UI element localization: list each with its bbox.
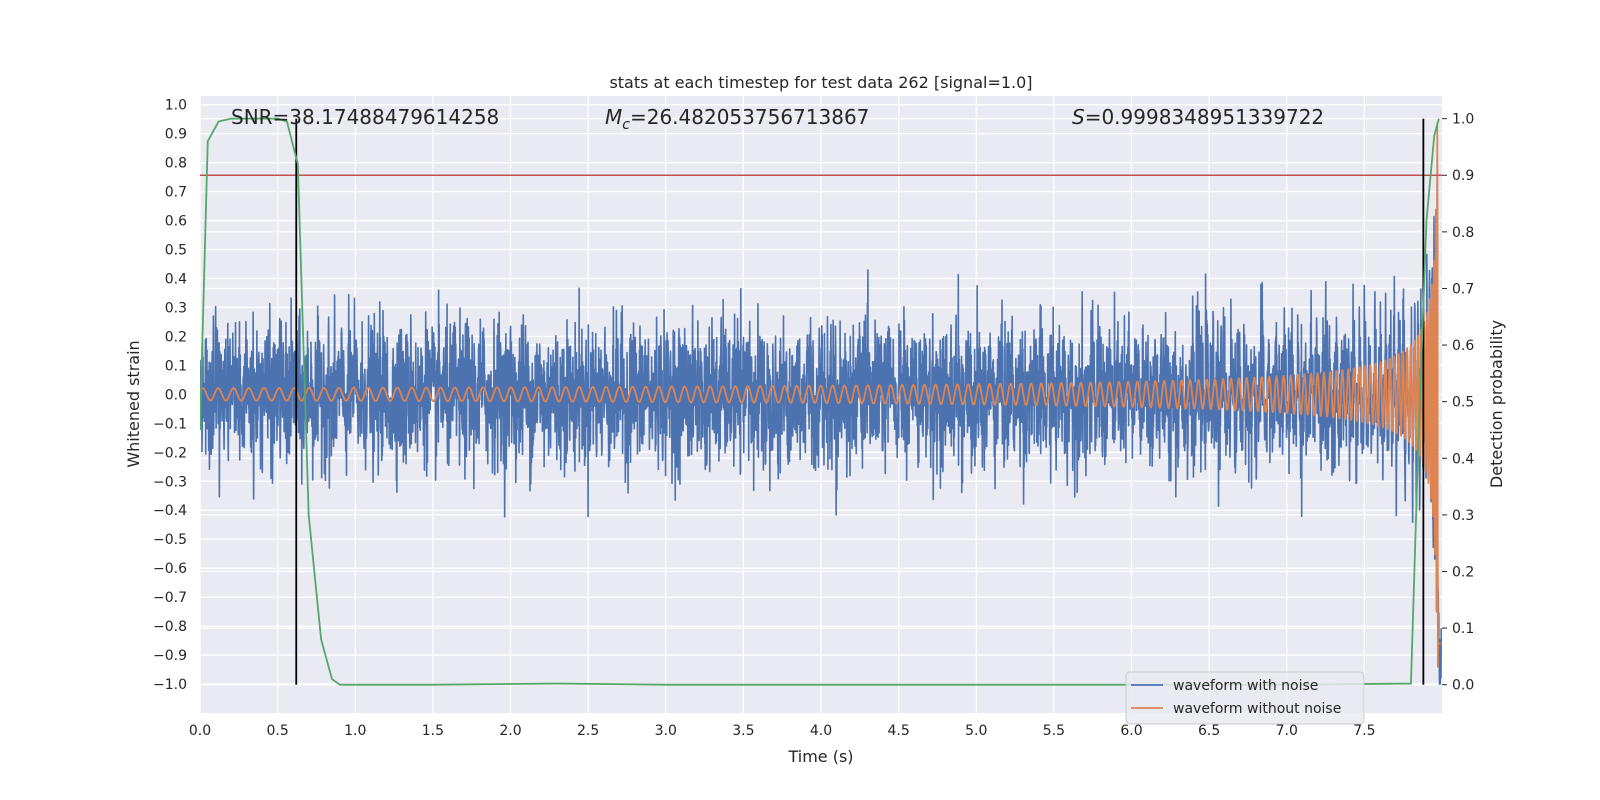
y2-tick-label: 1.0 (1452, 112, 1474, 128)
y-axis-ticks: −1.0 −0.9 −0.8 −0.7 −0.6 −0.5 −0.4 −0.3 −0.2 −0.1… (153, 98, 187, 693)
x-axis-ticks: 0.0 0.5 1.0 1.5 2.0 2.5 3.0 3.5 4.0 4.5 5.0 5.5 6.0 6… (189, 723, 1376, 739)
x-tick-label: 0.0 (189, 723, 211, 739)
legend-label-clean: waveform without noise (1173, 701, 1341, 717)
y-tick-label: −0.5 (153, 532, 187, 548)
x-tick-label: 5.5 (1043, 723, 1065, 739)
x-tick-label: 2.5 (577, 723, 599, 739)
x-tick-label: 6.0 (1120, 723, 1142, 739)
y-tick-label: −0.9 (153, 648, 187, 664)
y2-tick-label: 0.7 (1452, 281, 1474, 297)
y-tick-label: 0.4 (165, 271, 187, 287)
x-tick-label: 3.0 (655, 723, 677, 739)
x-tick-label: 4.0 (810, 723, 832, 739)
y2-tick-label: 0.0 (1452, 678, 1474, 694)
y2-tick-label: 0.1 (1452, 621, 1474, 637)
y-tick-label: 0.0 (165, 387, 187, 403)
y-tick-label: 0.1 (165, 358, 187, 374)
y-tick-label: −0.2 (153, 445, 187, 461)
x-tick-label: 1.0 (344, 723, 366, 739)
series-detection-probability (200, 117, 1440, 686)
y-tick-label: 0.9 (165, 127, 187, 143)
y2-axis-label: Detection probability (1487, 320, 1506, 488)
x-tick-label: 5.0 (965, 723, 987, 739)
chart-title: stats at each timestep for test data 262… (609, 73, 1032, 92)
series-layer (200, 117, 1442, 686)
x-tick-label: 2.0 (499, 723, 521, 739)
y-tick-label: 0.8 (165, 156, 187, 172)
series-waveform-without-noise (200, 122, 1442, 668)
y2-tick-label: 0.4 (1452, 451, 1474, 467)
y-tick-label: −0.3 (153, 474, 187, 490)
legend-label-noise: waveform with noise (1173, 678, 1318, 694)
x-tick-label: 0.5 (266, 723, 288, 739)
y-tick-label: −1.0 (153, 677, 187, 693)
y2-tick-label: 0.6 (1452, 338, 1474, 354)
s-annotation: S=0.9998348951339722 (1072, 105, 1324, 129)
x-tick-label: 7.5 (1353, 723, 1375, 739)
x-tick-label: 1.5 (422, 723, 444, 739)
y-axis-label: Whitened strain (124, 340, 143, 467)
y-tick-label: −0.4 (153, 503, 187, 519)
y2-tick-label: 0.9 (1452, 168, 1474, 184)
x-tick-label: 6.5 (1198, 723, 1220, 739)
y-tick-label: 1.0 (165, 98, 187, 114)
y2-tick-label: 0.8 (1452, 225, 1474, 241)
legend-box (1125, 671, 1365, 725)
y-tick-label: −0.7 (153, 590, 187, 606)
y-tick-label: 0.6 (165, 214, 187, 230)
y-tick-label: −0.8 (153, 619, 187, 635)
x-tick-label: 7.0 (1276, 723, 1298, 739)
x-tick-label: 4.5 (887, 723, 909, 739)
y-tick-label: 0.7 (165, 185, 187, 201)
y-tick-label: 0.3 (165, 300, 187, 316)
x-tick-label: 3.5 (732, 723, 754, 739)
y2-tick-label: 0.2 (1452, 564, 1474, 580)
chirp-mass-annotation: Mc=26.482053756713867 (605, 105, 869, 133)
y2-tick-label: 0.3 (1452, 508, 1474, 524)
y-tick-label: 0.2 (165, 329, 187, 345)
snr-annotation: SNR=38.17488479614258 (231, 105, 499, 129)
y-tick-label: −0.1 (153, 416, 187, 432)
y-tick-label: 0.5 (165, 243, 187, 259)
y2-tick-label: 0.5 (1452, 395, 1474, 411)
y2-axis-ticks: 0.0 0.1 0.2 0.3 0.4 0.5 0.6 0.7 0.8 0.9 1.0 (1442, 112, 1474, 694)
x-axis-label: Time (s) (787, 747, 853, 766)
legend: waveform with noise waveform without noi… (1125, 671, 1365, 725)
y-tick-label: −0.6 (153, 561, 187, 577)
